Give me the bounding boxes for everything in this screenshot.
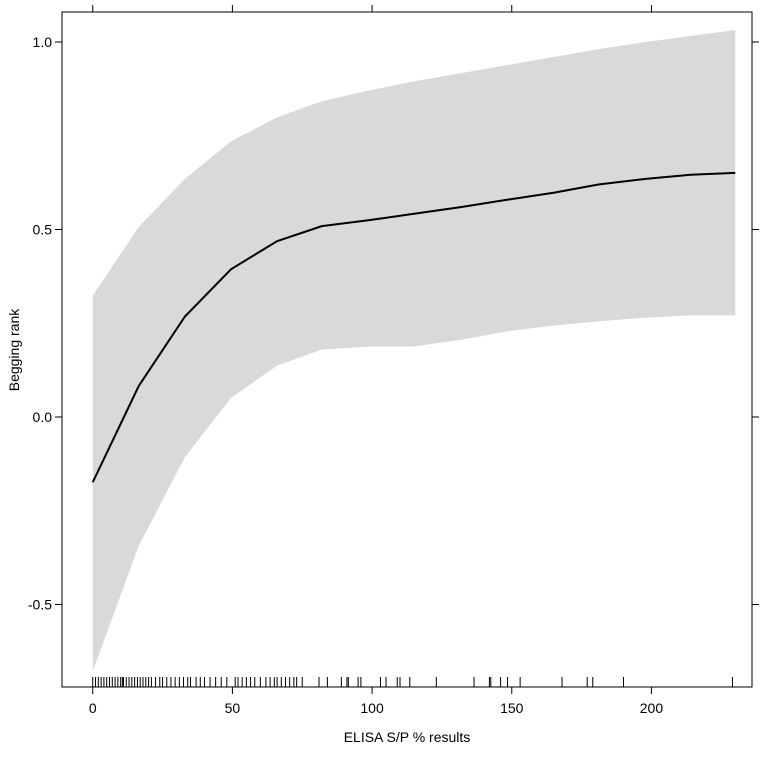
- y-tick-label: -0.5: [28, 597, 52, 613]
- x-tick-label: 200: [640, 700, 664, 716]
- y-tick-label: 1.0: [33, 34, 53, 50]
- y-tick-label: 0.5: [33, 222, 53, 238]
- rug-ticks: [92, 677, 733, 687]
- x-axis-label: ELISA S/P % results: [344, 729, 471, 745]
- x-tick-label: 50: [225, 700, 241, 716]
- fit-line: [91, 171, 736, 483]
- confidence-band: [92, 30, 736, 672]
- y-axis: -0.5 0.0 0.5 1.0: [28, 34, 759, 613]
- plot-frame: [61, 11, 753, 688]
- x-tick-label: 100: [360, 700, 384, 716]
- y-axis-label: Begging rank: [6, 308, 22, 392]
- y-tick-label: 0.0: [33, 409, 53, 425]
- x-tick-label: 150: [500, 700, 524, 716]
- x-axis: 0 50 100 150 200: [89, 5, 663, 716]
- x-tick-label: 0: [89, 700, 97, 716]
